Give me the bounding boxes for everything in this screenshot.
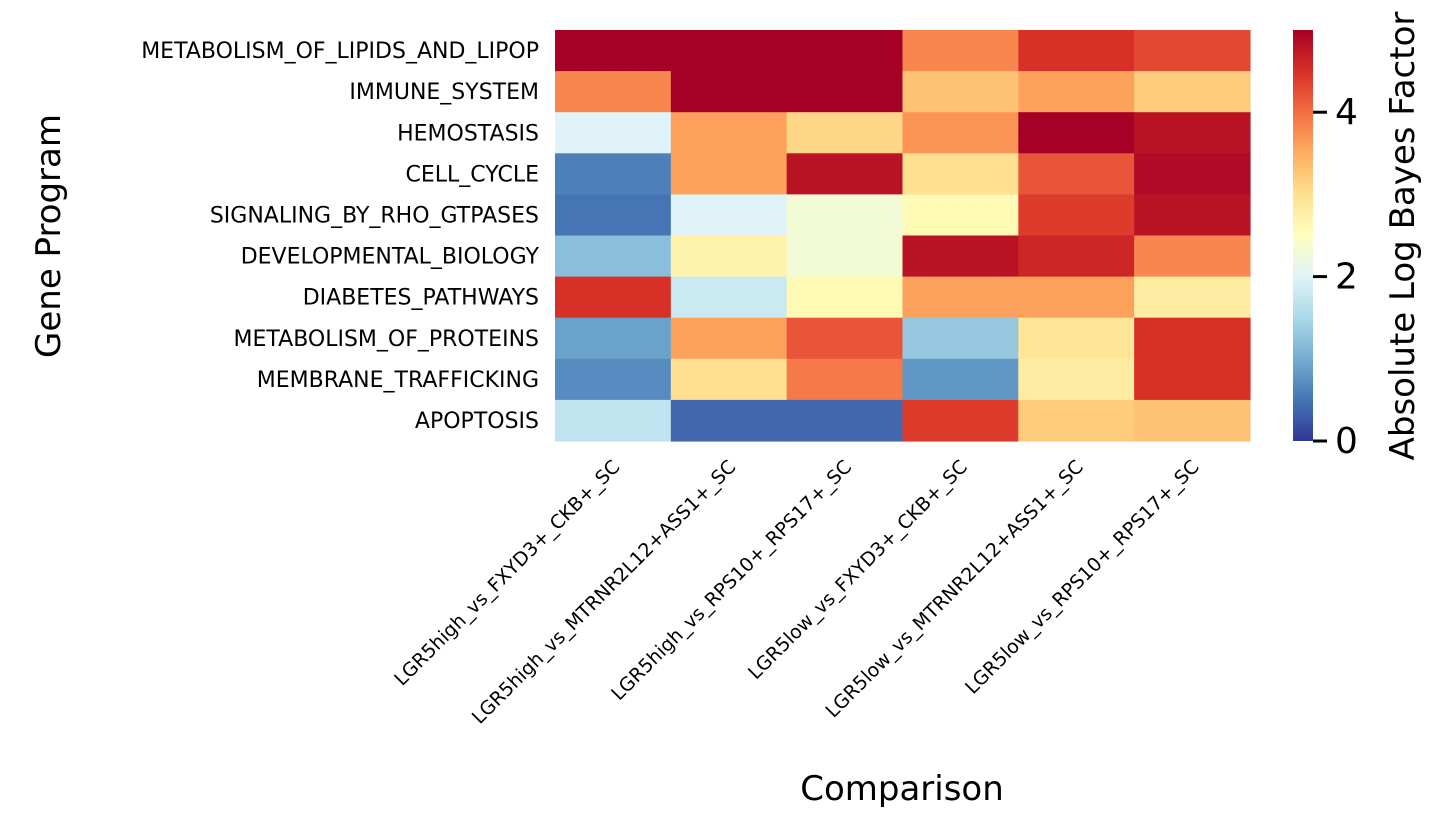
heatmap-cell: [902, 112, 1019, 154]
colorbar-ticks: 0 2 4: [1313, 92, 1358, 462]
row-label: DEVELOPMENTAL_BIOLOGY: [241, 245, 540, 270]
heatmap-cells: [555, 30, 1251, 442]
column-label: LGR5low_vs_RPS10+_RPS17+_SC: [961, 456, 1204, 699]
heatmap-cell: [786, 30, 904, 72]
heatmap-cell: [1018, 112, 1135, 154]
heatmap-cell: [786, 153, 904, 195]
row-label: IMMUNE_SYSTEM: [349, 80, 539, 105]
row-label: HEMOSTASIS: [397, 121, 539, 146]
heatmap-cell: [1134, 399, 1251, 442]
heatmap-cell: [1018, 276, 1135, 319]
heatmap-cell: [786, 399, 904, 442]
heatmap-cell: [902, 194, 1019, 237]
heatmap-cell: [670, 71, 788, 113]
colorbar-tick-label: 0: [1335, 421, 1358, 462]
heatmap-cell: [670, 317, 788, 360]
heatmap-cell: [902, 276, 1019, 319]
column-label: LGR5high_vs_RPS10+_RPS17+_SC: [607, 456, 856, 705]
y-axis-label: Gene Program: [29, 114, 69, 358]
heatmap-cell: [902, 30, 1019, 72]
heatmap-cell: [1018, 317, 1135, 360]
colorbar-label: Absolute Log Bayes Factor: [1383, 12, 1423, 461]
heatmap-cell: [1134, 30, 1251, 72]
colorbar-tick-label: 2: [1335, 257, 1358, 298]
column-labels: LGR5high_vs_FXYD3+_CKB+_SCLGR5high_vs_MT…: [390, 456, 1203, 729]
heatmap-cell: [670, 194, 788, 237]
heatmap-cell: [786, 358, 904, 401]
heatmap-cell: [1134, 276, 1251, 319]
column-label: LGR5low_vs_MTRNR2L12+ASS1+_SC: [822, 456, 1088, 722]
heatmap-cell: [1134, 358, 1251, 401]
heatmap-cell: [902, 317, 1019, 360]
heatmap-cell: [670, 30, 788, 72]
heatmap-cell: [1018, 30, 1135, 72]
colorbar-gradient: [1293, 30, 1313, 441]
heatmap-cell: [1134, 71, 1251, 113]
heatmap-cell: [670, 153, 788, 195]
column-label: LGR5high_vs_MTRNR2L12+ASS1+_SC: [468, 456, 741, 729]
heatmap-cell: [902, 71, 1019, 113]
heatmap-cell: [786, 194, 904, 237]
x-axis-label: Comparison: [800, 769, 1004, 809]
heatmap-cell: [1018, 235, 1135, 278]
heatmap-cell: [1018, 194, 1135, 237]
heatmap-cell: [670, 358, 788, 401]
heatmap-cell: [786, 276, 904, 319]
heatmap-cell: [902, 358, 1019, 401]
heatmap-cell: [670, 235, 788, 278]
heatmap-cell: [1134, 194, 1251, 237]
heatmap-cell: [555, 194, 672, 237]
heatmap-cell: [1018, 153, 1135, 195]
column-label: LGR5low_vs_FXYD3+_CKB+_SC: [744, 456, 972, 684]
heatmap-cell: [902, 153, 1019, 195]
heatmap-cell: [1134, 153, 1251, 195]
heatmap-cell: [1018, 399, 1135, 442]
row-label: SIGNALING_BY_RHO_GTPASES: [210, 203, 539, 228]
heatmap-cell: [555, 276, 672, 319]
row-label: APOPTOSIS: [415, 409, 539, 434]
colorbar-tick-label: 4: [1335, 92, 1358, 133]
heatmap-cell: [1134, 112, 1251, 154]
heatmap-cell: [555, 112, 672, 154]
row-label: MEMBRANE_TRAFFICKING: [257, 368, 539, 393]
heatmap-cell: [555, 153, 672, 195]
row-label: METABOLISM_OF_PROTEINS: [234, 327, 539, 352]
heatmap-cell: [1134, 235, 1251, 278]
heatmap-cell: [555, 399, 672, 442]
column-label: LGR5high_vs_FXYD3+_CKB+_SC: [390, 456, 624, 690]
heatmap-cell: [1018, 358, 1135, 401]
heatmap-cell: [555, 317, 672, 360]
heatmap-cell: [786, 71, 904, 113]
heatmap-cell: [902, 399, 1019, 442]
heatmap-cell: [555, 30, 672, 72]
heatmap-cell: [670, 399, 788, 442]
heatmap-cell: [555, 235, 672, 278]
row-labels: METABOLISM_OF_LIPIDS_AND_LIPOP IMMUNE_SYS…: [141, 39, 539, 434]
row-label: DIABETES_PATHWAYS: [303, 286, 539, 311]
heatmap-cell: [670, 276, 788, 319]
heatmap-cell: [555, 71, 672, 113]
colorbar: 0 2 4 Absolute Log Bayes Factor: [1293, 12, 1423, 462]
heatmap-cell: [555, 358, 672, 401]
heatmap-cell: [786, 112, 904, 154]
row-label: METABOLISM_OF_LIPIDS_AND_LIPOP: [141, 39, 539, 64]
heatmap-cell: [786, 235, 904, 278]
heatmap-cell: [786, 317, 904, 360]
heatmap-cell: [902, 235, 1019, 278]
heatmap-cell: [1018, 71, 1135, 113]
heatmap-cell: [1134, 317, 1251, 360]
row-label: CELL_CYCLE: [405, 162, 539, 187]
heatmap-cell: [670, 112, 788, 154]
